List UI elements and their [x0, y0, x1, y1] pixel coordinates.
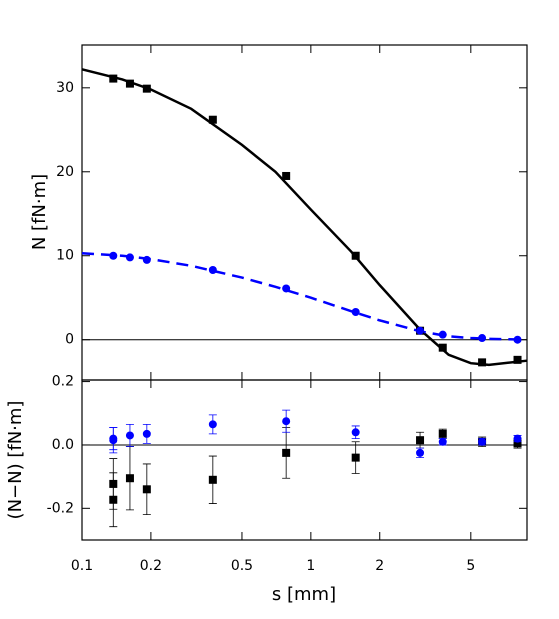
- y-axis-title: (N−N) [fN·m]: [5, 401, 26, 520]
- x-tick-label: 2: [375, 558, 384, 574]
- y-tick-label: 0.2: [52, 374, 74, 390]
- data-point: [208, 475, 217, 484]
- x-tick-label: 1: [306, 558, 315, 574]
- y-tick-label: -0.2: [47, 500, 74, 516]
- data-point: [478, 358, 487, 367]
- data-point: [351, 428, 360, 437]
- data-point: [282, 448, 291, 457]
- data-point: [109, 434, 118, 443]
- y-axis-title: N [fN·m]: [29, 174, 50, 250]
- data-point: [351, 251, 360, 260]
- data-point: [208, 266, 217, 275]
- y-tick-label: 30: [56, 80, 74, 96]
- data-point: [109, 495, 118, 504]
- data-point: [438, 343, 447, 352]
- data-point: [478, 437, 487, 446]
- data-point: [513, 439, 522, 448]
- x-tick-label: 5: [466, 558, 475, 574]
- data-point: [282, 417, 291, 426]
- plot-frame: [81, 379, 528, 541]
- data-point: [438, 330, 447, 339]
- data-point: [109, 251, 118, 260]
- data-point: [478, 334, 487, 343]
- data-point: [513, 434, 522, 443]
- data-point: [416, 326, 425, 335]
- fit-curve: [81, 68, 528, 367]
- data-point: [416, 448, 425, 457]
- data-point: [438, 437, 447, 446]
- y-tick-label: 0: [65, 332, 74, 348]
- data-point: [125, 79, 134, 88]
- fit-curve: [81, 251, 528, 341]
- data-point: [351, 307, 360, 316]
- x-axis-title: s [mm]: [272, 584, 336, 605]
- y-tick-label: 0.0: [52, 437, 74, 453]
- y-tick-label: 20: [56, 164, 74, 180]
- data-point: [125, 474, 134, 483]
- x-tick-label: 0.2: [140, 558, 162, 574]
- data-point: [208, 115, 217, 124]
- data-point: [109, 74, 118, 83]
- data-point: [208, 420, 217, 429]
- data-point: [351, 453, 360, 462]
- data-point: [416, 436, 425, 445]
- data-point: [142, 84, 151, 93]
- y-tick-label: 10: [56, 248, 74, 264]
- data-point: [125, 253, 134, 262]
- data-point: [513, 335, 522, 344]
- data-point: [142, 485, 151, 494]
- data-point: [282, 171, 291, 180]
- data-point: [125, 431, 134, 440]
- data-point: [142, 255, 151, 264]
- x-tick-label: 0.5: [231, 558, 253, 574]
- x-tick-label: 0.1: [71, 558, 93, 574]
- data-point: [513, 355, 522, 364]
- data-point: [142, 429, 151, 438]
- plot-frame: [81, 44, 528, 381]
- data-point: [438, 429, 447, 438]
- data-point: [282, 284, 291, 293]
